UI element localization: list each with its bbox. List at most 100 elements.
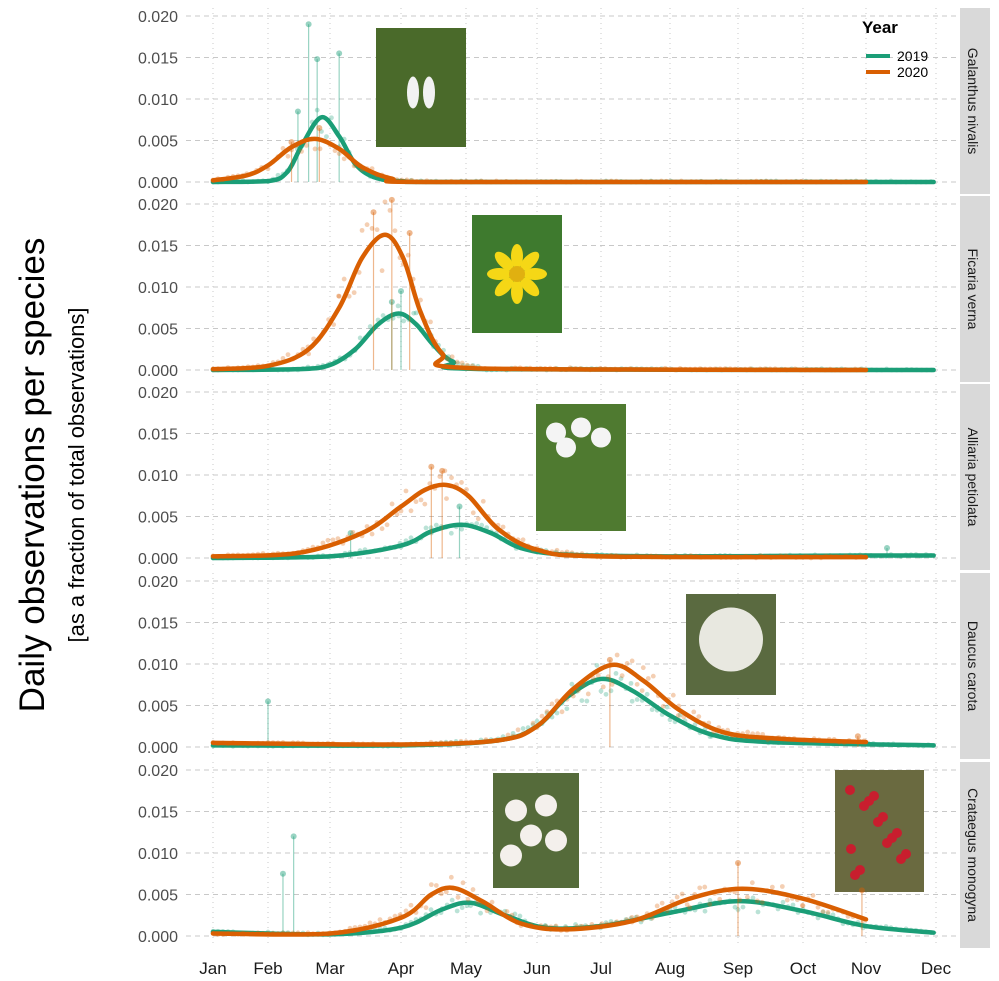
y-tick-label: 0.020 [138,574,178,591]
petal [520,251,540,271]
y-tick-label: 0.010 [138,280,178,297]
observation-point [444,496,449,502]
observation-point [624,661,630,666]
observation-point [422,501,428,507]
x-tick-label: Nov [851,959,882,978]
hawthorn-berries-photo [835,770,924,892]
blossom [535,794,557,817]
panel-background [182,573,961,759]
observation-point [374,227,380,233]
x-tick-label: Jun [523,959,550,978]
observation-point [674,894,680,900]
observation-point [603,691,609,697]
observation-point [769,884,775,890]
observation-point [569,681,575,687]
observation-point [554,547,560,553]
observation-point [433,522,439,528]
observation-point [449,354,455,360]
observation-point [520,726,526,731]
observation-point [702,908,708,914]
observation-point [285,153,291,159]
y-tick-label: 0.000 [138,551,178,568]
observation-point [317,146,323,152]
facet-label: Galanthus nivalis [965,48,981,155]
observation-point [520,537,526,543]
observation-point [618,676,624,682]
facet-panel: 0.000 0.005 0.010 0.015 0.020 Galanthus nival… [138,8,990,194]
y-tick-label: 0.000 [138,929,178,946]
observation-point [388,196,395,203]
observation-point [512,911,518,917]
x-tick-label: Aug [655,959,685,978]
observation-point [455,361,461,366]
observation-point [408,902,414,908]
observation-point [654,903,660,909]
observation-point [750,895,756,901]
observation-point [628,680,634,686]
x-tick-label: Feb [253,959,282,978]
observation-point [474,521,480,526]
observation-point [389,501,395,507]
observation-point [579,698,585,703]
petal [423,76,435,109]
observation-point [324,134,329,139]
observation-point [659,900,665,906]
observation-point [459,480,464,485]
observation-point [347,530,354,537]
petal [494,277,514,297]
observation-point [539,713,545,719]
facet-panel: 0.000 0.005 0.010 0.015 0.020 Daucus carota [138,573,990,759]
y-tick-label: 0.000 [138,363,178,380]
observation-point [336,151,342,156]
observation-point [470,887,476,892]
observation-point [854,733,861,740]
observation-point [304,143,309,148]
berry [855,865,865,875]
observation-point [341,156,347,162]
observation-point [448,530,454,536]
observation-point [649,707,655,713]
observation-point [387,207,393,213]
observation-point [484,908,490,914]
observation-point [608,688,614,694]
y-tick-label: 0.015 [138,427,178,444]
y-tick-label: 0.005 [138,134,178,151]
observation-point [335,536,341,542]
smooth-curve-2020 [210,232,869,373]
y-axis-title: Daily observations per species [13,238,52,713]
smooth-curve-2020 [210,662,869,747]
observation-point [357,335,363,341]
observation-point [573,922,578,927]
observation-point [379,526,385,532]
petal [556,437,576,458]
panel-background [182,8,961,194]
observation-point [265,698,271,705]
y-tick-label: 0.010 [138,92,178,109]
observation-point [815,904,821,910]
panel-background [182,196,961,382]
observation-point [634,681,640,687]
observation-point [735,859,741,866]
observation-point [509,912,515,918]
observation-point [314,56,321,63]
photo-background [376,28,466,147]
observation-point [369,531,375,537]
facet-label: Crataegus monogyna [965,788,981,922]
wild-carrot-photo [686,594,776,695]
x-tick-label: Mar [315,959,345,978]
observation-point [329,115,334,121]
legend: Year 2019 2020 [862,18,928,80]
smooth-curve-2020 [210,482,869,560]
observation-point [754,898,760,904]
observation-point [584,698,590,704]
observation-point [444,356,450,362]
x-tick-label: Jul [590,959,612,978]
berry [846,844,856,854]
flower-center [509,266,525,282]
observation-point [639,688,645,694]
observation-point [336,293,342,299]
observation-point [454,359,460,365]
observation-point [478,910,483,916]
observation-point [605,674,611,680]
facet-label: Alliaria petiolata [965,428,981,527]
